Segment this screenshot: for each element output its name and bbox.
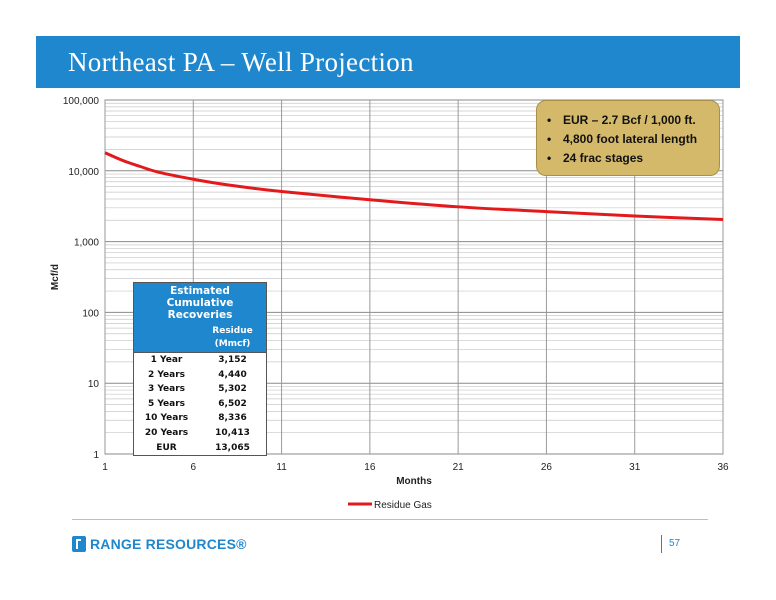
x-axis-label: Months xyxy=(396,476,432,487)
y-tick-label: 1 xyxy=(93,450,99,461)
x-tick-label: 1 xyxy=(102,462,108,473)
x-tick-label: 6 xyxy=(191,462,197,473)
table-row: 5 Years 6,502 xyxy=(147,398,247,409)
residue-gas-series-line xyxy=(104,151,724,222)
page-number-divider xyxy=(661,535,662,553)
x-tick-label: 11 xyxy=(276,462,287,473)
title-bar: Northeast PA – Well Projection xyxy=(36,36,740,88)
table-row: 3 Years 5,302 xyxy=(147,384,247,395)
table-row: 20 Years 10,413 xyxy=(144,427,250,438)
eur-callout: • EUR – 2.7 Bcf / 1,000 ft. • 4,800 foot l… xyxy=(536,100,720,176)
table-title: Estimated Cumulative Recoveries xyxy=(134,283,266,324)
table-row: 1 Year 3,152 xyxy=(150,355,247,365)
logo-mark-icon xyxy=(72,536,86,552)
y-axis-label: Mcf/d xyxy=(50,264,61,290)
callout-bullet: • 4,800 foot lateral length xyxy=(547,132,698,146)
table-row: EUR 13,065 xyxy=(156,442,250,453)
table-header-row: Residue (Mmcf) xyxy=(134,324,266,353)
x-tick-label: 21 xyxy=(453,462,465,473)
legend-label: Residue Gas xyxy=(374,500,432,511)
x-tick-label: 31 xyxy=(629,462,641,473)
x-tick-label: 36 xyxy=(717,462,729,473)
callout-bullet: • 24 frac stages xyxy=(547,151,644,165)
range-resources-logo: RANGE RESOURCES® xyxy=(72,536,247,552)
residue-column-header: Residue (Mmcf) xyxy=(199,324,266,352)
table-row: 2 Years 4,440 xyxy=(147,369,247,380)
y-tick-label: 10,000 xyxy=(68,167,99,178)
x-tick-label: 26 xyxy=(541,462,553,473)
y-tick-label: 100 xyxy=(82,308,99,319)
y-tick-label: 10 xyxy=(88,379,100,390)
logo-text: RANGE RESOURCES® xyxy=(90,536,247,552)
table-row: 10 Years 8,336 xyxy=(144,413,247,424)
page-number: 57 xyxy=(669,538,681,549)
y-tick-label: 1,000 xyxy=(74,238,99,249)
slide-title: Northeast PA – Well Projection xyxy=(68,47,414,77)
cumulative-recoveries-table: Estimated Cumulative Recoveries Residue … xyxy=(133,282,267,457)
footer-divider xyxy=(72,519,708,520)
y-tick-label: 100,000 xyxy=(63,96,100,107)
callout-bullet: • EUR – 2.7 Bcf / 1,000 ft. xyxy=(547,113,696,127)
x-tick-label: 16 xyxy=(364,462,376,473)
